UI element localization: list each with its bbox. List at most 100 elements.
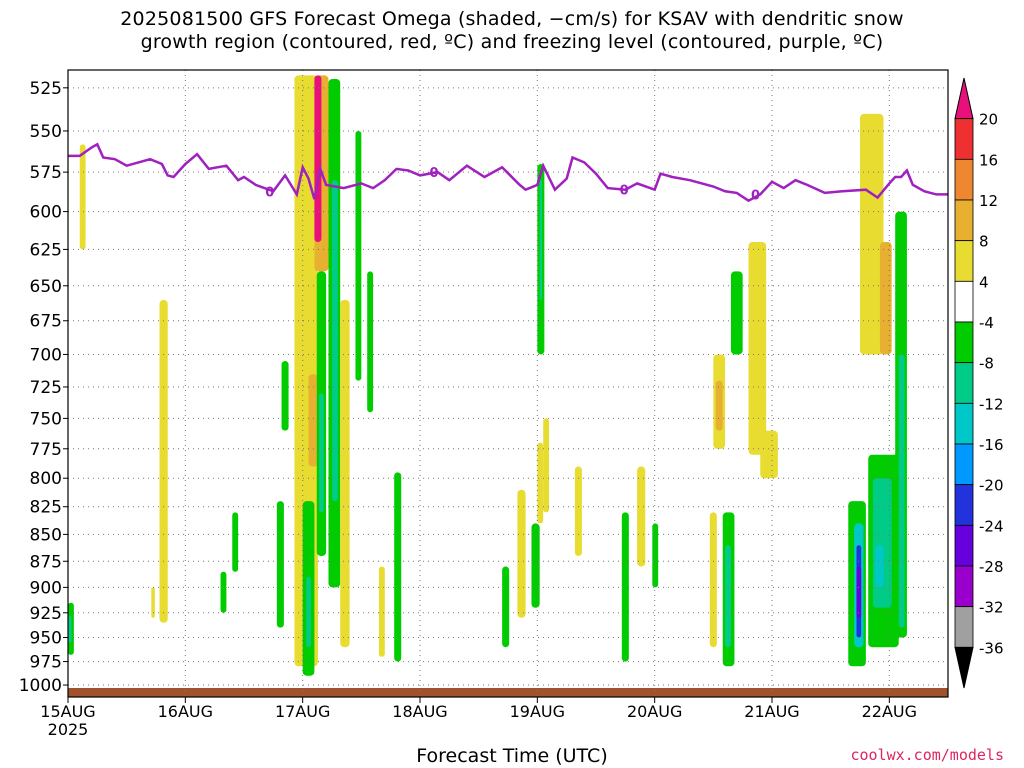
y-tick-label-19: 1000 [19, 676, 62, 696]
colorbar-label-6: -12 [979, 395, 1004, 413]
y-tick-label-12: 825 [30, 498, 62, 518]
omega-region-22 [378, 566, 385, 657]
colorbar-label-8: -4 [979, 314, 994, 332]
omega-region-42 [760, 430, 778, 479]
omega-region-27 [537, 442, 544, 524]
colorbar-swatch-6 [954, 402, 974, 445]
y-tick-label-10: 775 [30, 440, 62, 460]
omega-region-16 [306, 577, 311, 648]
y-tick-label-6: 675 [30, 312, 62, 332]
omega-region-19 [340, 299, 350, 648]
colorbar-swatch-11 [954, 199, 974, 242]
omega-region-37 [730, 271, 743, 355]
colorbar-swatch-4 [954, 484, 974, 526]
y-tick-label-2: 575 [30, 163, 62, 183]
omega-region-44 [879, 241, 892, 355]
y-tick-label-4: 625 [30, 240, 62, 260]
colorbar-label-10: 8 [979, 233, 989, 251]
x-tick-label-2: 17AUG [275, 702, 330, 721]
y-axis: 525 550 575 600 625 650 675 700 725 750 775 800 825 8… [19, 79, 68, 696]
omega-region-26 [531, 523, 540, 608]
colorbar-label-11: 12 [979, 192, 998, 210]
omega-region-20 [355, 130, 362, 381]
x-tick-label-7: 22AUG [862, 702, 917, 721]
colorbar-swatch-9 [954, 280, 974, 323]
omega-region-1 [68, 615, 72, 643]
colorbar-swatch-12 [954, 158, 974, 201]
x-tick-label-0: 15AUG [40, 702, 95, 721]
colorbar-cap-top [954, 77, 974, 120]
colorbar-label-13: 20 [979, 111, 998, 129]
omega-region-7 [276, 501, 284, 628]
y-tick-label-9: 750 [30, 409, 62, 429]
plot-area: 0 0 0 0 [67, 69, 949, 698]
x-axis-label: Forecast Time (UTC) [416, 745, 608, 767]
colorbar-swatch-1 [954, 606, 974, 648]
omega-region-40 [709, 512, 717, 648]
credit-link[interactable]: coolwx.com/models [850, 746, 1004, 764]
colorbar-label-4: -20 [979, 477, 1004, 495]
colorbar-label-7: -8 [979, 355, 994, 373]
omega-region-41 [748, 241, 767, 455]
y-tick-label-0: 525 [30, 79, 62, 99]
plot-frame [67, 69, 949, 698]
omega-region-24 [502, 566, 510, 648]
x-axis: 15AUG 16AUG 17AUG 18AUG 19AUG 20AUG 21AUG 22AUG… [40, 697, 917, 739]
colorbar-label-0: -36 [979, 639, 1004, 657]
omega-region-23 [394, 472, 402, 662]
omega-region-8 [281, 361, 289, 431]
colorbar-swatch-8 [954, 321, 974, 364]
y-tick-label-5: 650 [30, 277, 62, 297]
omega-region-6 [232, 512, 239, 572]
freezing-level-label-0: 0 [265, 185, 274, 200]
omega-region-51 [875, 545, 884, 588]
x-tick-label-3: 18AUG [392, 702, 447, 721]
omega-region-10 [308, 374, 318, 467]
omega-region-3 [159, 299, 168, 623]
y-tick-label-3: 600 [30, 203, 62, 223]
colorbar-swatch-13 [954, 118, 974, 160]
omega-region-25 [517, 489, 526, 618]
omega-region-36 [715, 380, 723, 431]
x-tick-label-5: 20AUG [627, 702, 682, 721]
colorbar-label-5: -16 [979, 436, 1004, 454]
omega-region-30 [543, 418, 550, 513]
colorbar-label-9: 4 [979, 273, 989, 291]
colorbar-label-1: -32 [979, 599, 1004, 617]
colorbar-swatch-5 [954, 443, 974, 486]
y-tick-label-11: 800 [30, 469, 62, 489]
x-year-label: 2025 [48, 720, 89, 739]
y-tick-label-18: 975 [30, 653, 62, 673]
y-tick-label-15: 900 [30, 578, 62, 598]
omega-region-21 [367, 271, 374, 413]
colorbar-cap-bottom [954, 646, 974, 689]
freezing-level-label-3: 0 [751, 188, 760, 203]
colorbar-swatch-7 [954, 362, 974, 404]
chart-title-line2: growth region (contoured, red, ºC) and f… [140, 31, 884, 53]
colorbar-swatch-3 [954, 524, 974, 567]
surface-strip [68, 688, 948, 697]
y-tick-label-16: 925 [30, 604, 62, 624]
colorbar-label-3: -24 [979, 517, 1004, 535]
freezing-level-line [68, 142, 948, 203]
omega-region-53 [898, 354, 905, 628]
y-tick-label-7: 700 [30, 345, 62, 365]
colorbar-label-12: 16 [979, 151, 998, 169]
omega-region-12 [314, 75, 322, 242]
colorbar-swatch-2 [954, 565, 974, 608]
omega-region-2 [79, 144, 86, 250]
colorbar-label-2: -28 [979, 558, 1004, 576]
omega-region-18 [332, 180, 338, 502]
omega-region-14 [319, 393, 324, 513]
colorbar-swatch-10 [954, 240, 974, 282]
y-tick-label-17: 950 [30, 628, 62, 648]
colorbar: -36 -32 -28 -24 -20 -16 -12 -8 -4 4 8 12 16 20 [954, 77, 1004, 689]
y-tick-label-1: 550 [30, 122, 62, 142]
omega-region-48 [856, 566, 862, 618]
x-tick-label-6: 21AUG [744, 702, 799, 721]
freezing-level-label-1: 0 [430, 166, 439, 181]
y-tick-label-8: 725 [30, 378, 62, 398]
omega-region-4 [151, 587, 155, 618]
x-tick-label-1: 16AUG [158, 702, 213, 721]
y-tick-label-14: 875 [30, 552, 62, 572]
